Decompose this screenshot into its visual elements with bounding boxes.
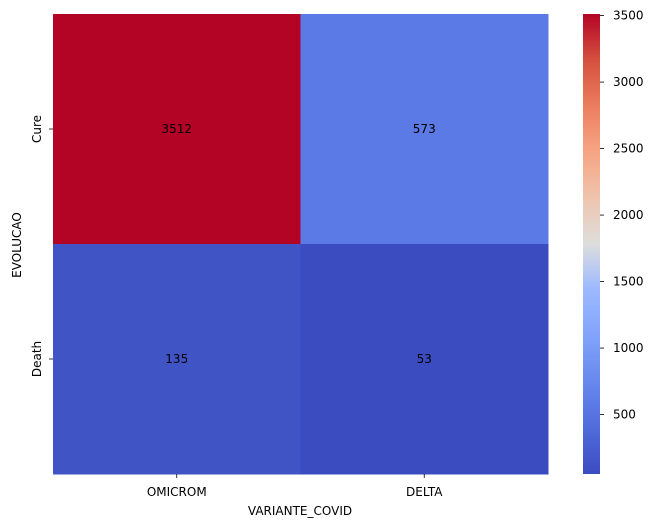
x-tick-label: OMICROM xyxy=(147,485,207,499)
colorbar-tick-label: 1500 xyxy=(613,275,644,289)
colorbar-gradient xyxy=(583,14,600,474)
y-axis: Cure Death xyxy=(30,115,53,377)
colorbar: 500 1000 1500 2000 2500 3000 3500 xyxy=(583,9,644,474)
cell-value-label: 135 xyxy=(165,352,188,366)
x-axis: OMICROM DELTA xyxy=(147,474,443,499)
heatmap-cell-labels: 3512 573 135 53 xyxy=(161,122,435,366)
cell-value-label: 573 xyxy=(413,122,436,136)
y-tick-label: Death xyxy=(30,341,44,377)
colorbar-tick-label: 3500 xyxy=(613,9,644,23)
colorbar-tick-label: 500 xyxy=(613,408,636,422)
x-tick-label: DELTA xyxy=(406,485,443,499)
colorbar-tick-label: 2500 xyxy=(613,142,644,156)
heatmap-cell-cure-omicrom xyxy=(53,14,301,245)
colorbar-tick-label: 2000 xyxy=(613,208,644,222)
cell-value-label: 3512 xyxy=(161,122,192,136)
x-axis-label: VARIANTE_COVID xyxy=(248,504,352,518)
cell-value-label: 53 xyxy=(417,352,432,366)
heatmap-cell-cure-delta xyxy=(300,14,549,245)
y-axis-label: EVOLUCAO xyxy=(10,212,24,278)
colorbar-tick-label: 3000 xyxy=(613,75,644,89)
heatmap-cells xyxy=(53,14,549,475)
heatmap-cell-death-delta xyxy=(300,244,549,475)
colorbar-tick-label: 1000 xyxy=(613,341,644,355)
y-tick-label: Cure xyxy=(30,115,44,143)
heatmap-cell-death-omicrom xyxy=(53,244,301,475)
